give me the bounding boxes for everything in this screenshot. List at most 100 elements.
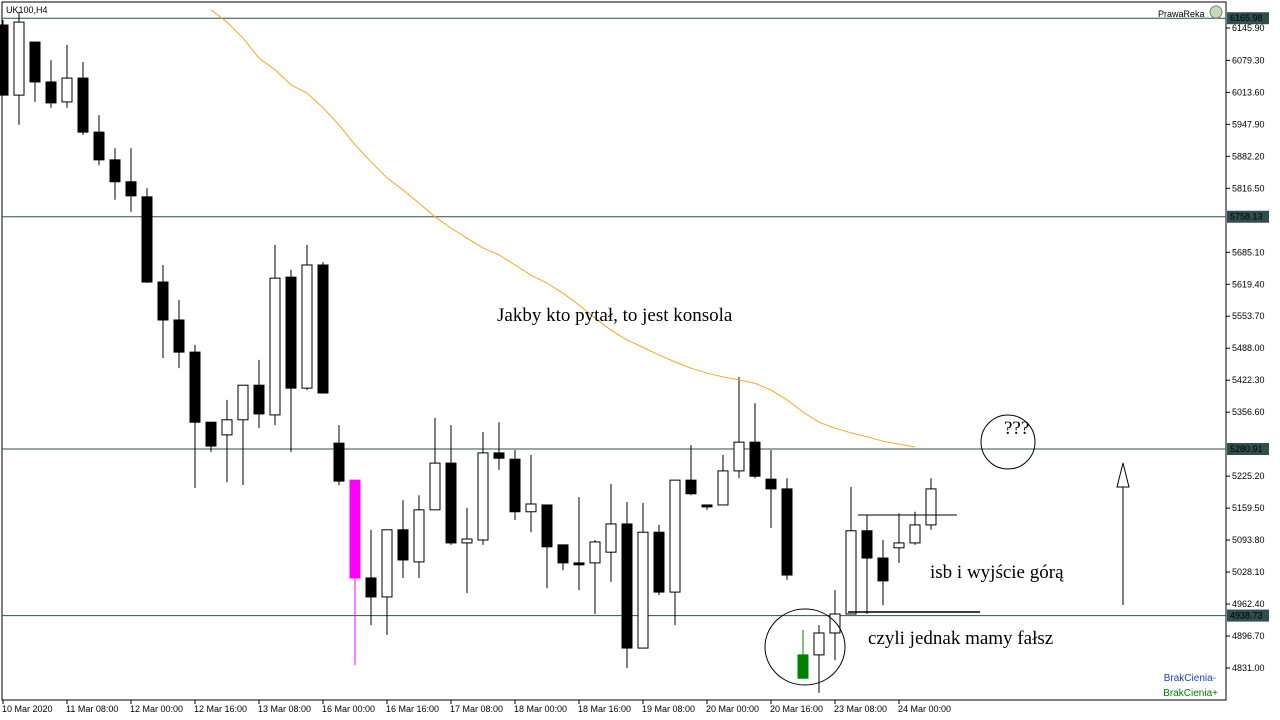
candle-body [509, 458, 521, 513]
candle-body [893, 542, 905, 549]
candle-body [637, 531, 649, 649]
x-tick-label: 23 Mar 08:00 [834, 704, 887, 714]
candle-body [333, 442, 345, 482]
y-tick-label: 5947.90 [1232, 119, 1265, 129]
price-lines [2, 17, 1226, 617]
y-tick-label: 5488.00 [1232, 343, 1265, 353]
axes: 6145.90 6079.30 6013.60 5947.90 5882.20 5816.… [2, 12, 1269, 714]
candle-body [749, 441, 761, 477]
candle-body [429, 462, 441, 511]
plot-frame [1, 1, 1227, 701]
annotation: ??? [1004, 418, 1029, 439]
candle-body [573, 562, 585, 566]
indicator-label: BrakCienia- [1164, 673, 1216, 684]
x-tick-label: 13 Mar 08:00 [258, 704, 311, 714]
candle-body [93, 131, 105, 161]
y-tick-label: 4896.70 [1232, 631, 1265, 641]
candle-body [765, 478, 777, 490]
candle-body [189, 351, 201, 423]
x-tick-label: 18 Mar 16:00 [578, 704, 631, 714]
price-line-box [1227, 210, 1269, 223]
y-tick-label: 5225.20 [1232, 471, 1265, 481]
y-tick-label: 5422.30 [1232, 375, 1265, 385]
x-tick-label: 16 Mar 16:00 [386, 704, 439, 714]
candle-body [205, 421, 217, 447]
candle-body [717, 470, 729, 506]
candle-body [461, 538, 473, 544]
x-tick-label: 20 Mar 16:00 [770, 704, 823, 714]
x-tick-label: 18 Mar 00:00 [514, 704, 567, 714]
y-tick-label: 5619.40 [1232, 279, 1265, 289]
candle-body [621, 523, 633, 649]
candle-body [29, 41, 41, 83]
x-tick-label: 12 Mar 00:00 [130, 704, 183, 714]
candle-body [237, 384, 249, 421]
candle-body [365, 577, 377, 598]
candle-body [861, 530, 873, 559]
x-tick-label: 10 Mar 2020 [2, 704, 53, 714]
candle-body [381, 529, 393, 598]
moving-average [210, 9, 916, 448]
y-tick-label: 5093.80 [1232, 535, 1265, 545]
candle-body [653, 531, 665, 593]
candle-body [173, 319, 185, 353]
y-tick-label: 5553.70 [1232, 311, 1265, 321]
price-line-label: 4938.73 [1230, 611, 1263, 621]
x-tick-label: 17 Mar 08:00 [450, 704, 503, 714]
candle-body [269, 277, 281, 416]
candle-body [589, 541, 601, 564]
candle-body [605, 523, 617, 553]
annotation: czyli jednak mamy fałsz [868, 628, 1053, 649]
candle-body [541, 504, 553, 548]
y-tick-label: 5816.50 [1232, 183, 1265, 193]
y-tick-label: 4962.40 [1232, 599, 1265, 609]
y-tick-label: 5882.20 [1232, 151, 1265, 161]
candle-body [349, 479, 361, 579]
x-tick-label: 20 Mar 00:00 [706, 704, 759, 714]
candle-body [397, 529, 409, 561]
y-tick-label: 5028.10 [1232, 567, 1265, 577]
candle-body [0, 24, 9, 96]
candle-body [557, 544, 569, 564]
candle-body [301, 264, 313, 389]
candle-body [317, 264, 329, 394]
candle-body [141, 196, 153, 283]
candle-body [77, 77, 89, 133]
candle-body [445, 462, 457, 544]
candle-body [45, 81, 57, 104]
ma-line [210, 9, 916, 448]
candle-body [813, 632, 825, 656]
candle-body [157, 281, 169, 321]
candle-body [413, 509, 425, 563]
y-tick-label: 5159.50 [1232, 503, 1265, 513]
price-line-label: 5758.13 [1230, 212, 1263, 222]
price-line-box [1227, 12, 1269, 25]
candle-body [109, 159, 121, 183]
price-line-box [1227, 609, 1269, 622]
candle-body [829, 613, 841, 634]
candle-body [925, 488, 937, 526]
y-tick-label: 5685.10 [1232, 247, 1265, 257]
circle-drawing [980, 414, 1036, 470]
corner-icon [1209, 5, 1223, 19]
x-tick-label: 19 Mar 08:00 [642, 704, 695, 714]
candle-body [701, 504, 713, 508]
x-tick-label: 11 Mar 08:00 [66, 704, 118, 714]
candle-body [13, 21, 25, 96]
candle-body [733, 441, 745, 472]
candle-body [669, 479, 681, 593]
circle-drawing [764, 608, 846, 686]
candle-body [477, 452, 489, 541]
price-line-box [1227, 443, 1269, 456]
candle-body [909, 524, 921, 544]
x-tick-label: 16 Mar 00:00 [322, 704, 375, 714]
candle-body [525, 503, 537, 513]
y-tick-label: 6145.90 [1232, 23, 1265, 33]
candles [0, 11, 937, 693]
x-tick-label: 12 Mar 16:00 [194, 704, 247, 714]
candle-body [797, 654, 809, 679]
y-tick-label: 4831.00 [1232, 663, 1265, 673]
symbol-title: UK100,H4 [6, 5, 48, 15]
indicator-label: BrakCienia+ [1163, 688, 1218, 699]
